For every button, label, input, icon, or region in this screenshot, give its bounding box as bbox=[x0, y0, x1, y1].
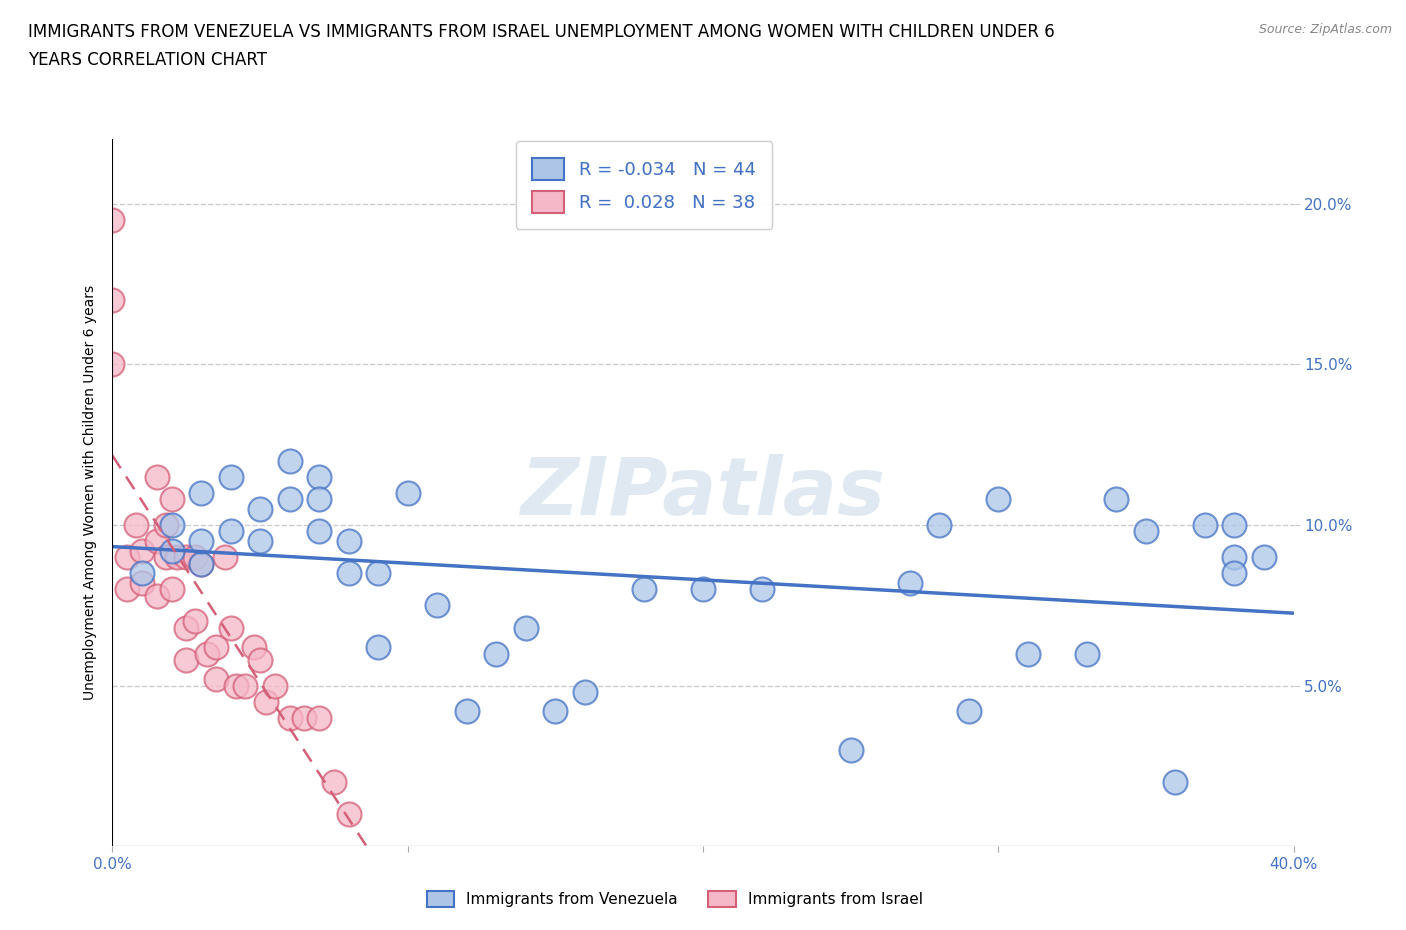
Point bbox=[957, 704, 980, 719]
Point bbox=[205, 640, 228, 655]
Point bbox=[146, 534, 169, 549]
Point bbox=[1194, 518, 1216, 533]
Point bbox=[214, 550, 236, 565]
Point bbox=[1223, 565, 1246, 580]
Point bbox=[544, 704, 567, 719]
Point bbox=[278, 711, 301, 725]
Point bbox=[131, 576, 153, 591]
Point bbox=[101, 357, 124, 372]
Point bbox=[278, 453, 301, 468]
Point bbox=[1223, 518, 1246, 533]
Point bbox=[190, 534, 212, 549]
Point bbox=[219, 524, 242, 538]
Point bbox=[633, 582, 655, 597]
Point bbox=[898, 576, 921, 591]
Text: ZIPatlas: ZIPatlas bbox=[520, 454, 886, 532]
Point bbox=[205, 671, 228, 686]
Point bbox=[1164, 775, 1187, 790]
Point bbox=[308, 524, 330, 538]
Point bbox=[456, 704, 478, 719]
Point bbox=[928, 518, 950, 533]
Point bbox=[190, 556, 212, 571]
Point bbox=[839, 742, 862, 757]
Point bbox=[515, 620, 537, 635]
Point bbox=[1105, 492, 1128, 507]
Point bbox=[160, 543, 183, 558]
Text: YEARS CORRELATION CHART: YEARS CORRELATION CHART bbox=[28, 51, 267, 69]
Point bbox=[101, 293, 124, 308]
Point bbox=[160, 492, 183, 507]
Point bbox=[243, 640, 266, 655]
Point bbox=[264, 678, 287, 693]
Point bbox=[254, 695, 277, 710]
Point bbox=[367, 565, 389, 580]
Point bbox=[184, 550, 207, 565]
Point bbox=[117, 582, 138, 597]
Point bbox=[146, 470, 169, 485]
Point bbox=[174, 620, 197, 635]
Point bbox=[278, 492, 301, 507]
Point bbox=[174, 653, 197, 668]
Point bbox=[323, 775, 346, 790]
Point bbox=[195, 646, 218, 661]
Legend: R = -0.034   N = 44, R =  0.028   N = 38: R = -0.034 N = 44, R = 0.028 N = 38 bbox=[516, 141, 772, 229]
Point bbox=[117, 550, 138, 565]
Point bbox=[160, 582, 183, 597]
Point bbox=[155, 550, 177, 565]
Point bbox=[155, 518, 177, 533]
Point bbox=[131, 543, 153, 558]
Point bbox=[692, 582, 714, 597]
Point bbox=[249, 653, 271, 668]
Point bbox=[233, 678, 256, 693]
Point bbox=[308, 470, 330, 485]
Point bbox=[1253, 550, 1275, 565]
Point bbox=[426, 598, 449, 613]
Point bbox=[125, 518, 148, 533]
Point bbox=[367, 640, 389, 655]
Point bbox=[174, 550, 197, 565]
Point bbox=[574, 684, 596, 699]
Point bbox=[987, 492, 1010, 507]
Point bbox=[292, 711, 315, 725]
Point bbox=[337, 534, 360, 549]
Point bbox=[308, 492, 330, 507]
Legend: Immigrants from Venezuela, Immigrants from Israel: Immigrants from Venezuela, Immigrants fr… bbox=[420, 884, 929, 913]
Point bbox=[1223, 550, 1246, 565]
Point bbox=[249, 534, 271, 549]
Point bbox=[101, 212, 124, 227]
Point bbox=[219, 620, 242, 635]
Point bbox=[396, 485, 419, 500]
Point bbox=[166, 550, 188, 565]
Point bbox=[249, 501, 271, 516]
Y-axis label: Unemployment Among Women with Children Under 6 years: Unemployment Among Women with Children U… bbox=[83, 286, 97, 700]
Point bbox=[485, 646, 508, 661]
Point bbox=[131, 565, 153, 580]
Point bbox=[160, 518, 183, 533]
Point bbox=[225, 678, 247, 693]
Point bbox=[1017, 646, 1039, 661]
Point bbox=[219, 470, 242, 485]
Text: IMMIGRANTS FROM VENEZUELA VS IMMIGRANTS FROM ISRAEL UNEMPLOYMENT AMONG WOMEN WIT: IMMIGRANTS FROM VENEZUELA VS IMMIGRANTS … bbox=[28, 23, 1054, 41]
Point bbox=[337, 565, 360, 580]
Point bbox=[184, 614, 207, 629]
Point bbox=[190, 485, 212, 500]
Point bbox=[190, 556, 212, 571]
Point bbox=[146, 589, 169, 604]
Point bbox=[1076, 646, 1098, 661]
Point bbox=[1135, 524, 1157, 538]
Point bbox=[308, 711, 330, 725]
Point bbox=[337, 806, 360, 821]
Text: Source: ZipAtlas.com: Source: ZipAtlas.com bbox=[1258, 23, 1392, 36]
Point bbox=[751, 582, 773, 597]
